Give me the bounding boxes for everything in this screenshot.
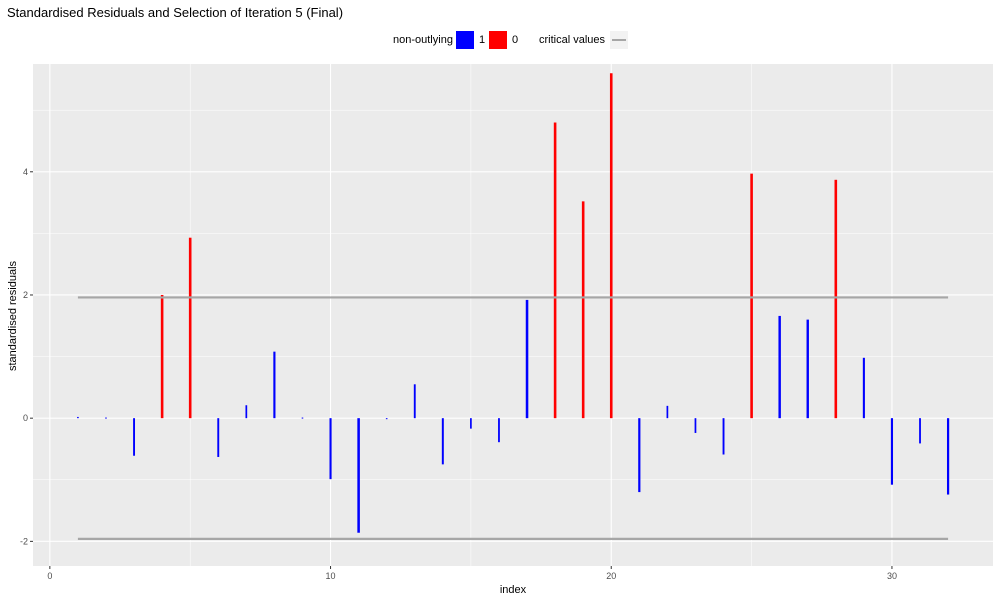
critical-value-lines bbox=[77, 296, 949, 540]
residual-bar bbox=[441, 418, 444, 465]
residual-bar bbox=[750, 173, 753, 419]
residual-bar bbox=[329, 418, 332, 480]
legend-label-critical-values: critical values bbox=[539, 34, 606, 46]
chart-title: Standardised Residuals and Selection of … bbox=[7, 5, 344, 20]
residual-bar bbox=[806, 319, 809, 419]
legend-label-outlying: 0 bbox=[512, 34, 519, 46]
x-axis-title: index bbox=[499, 584, 527, 596]
y-tick-label: -2 bbox=[20, 536, 28, 546]
legend: non-outlying 1 0 critical values bbox=[0, 30, 1000, 52]
residual-bar bbox=[188, 237, 192, 419]
residual-bar bbox=[525, 299, 529, 419]
residual-bar bbox=[638, 418, 641, 493]
residual-bar bbox=[581, 201, 585, 419]
residual-bar bbox=[694, 418, 697, 433]
residual-bar bbox=[498, 418, 500, 443]
legend-key-critical-values bbox=[610, 31, 628, 49]
residual-bar bbox=[273, 351, 276, 419]
residual-bar bbox=[105, 417, 107, 419]
y-tick-label: 2 bbox=[23, 290, 28, 300]
residual-bars bbox=[77, 73, 950, 533]
residual-bar bbox=[77, 416, 79, 419]
residual-bar bbox=[217, 418, 220, 457]
x-tick-label: 20 bbox=[606, 571, 616, 581]
residual-bar bbox=[778, 315, 781, 419]
axes: 0 10 20 30 -2 0 2 4 bbox=[20, 167, 897, 581]
x-tick-label: 0 bbox=[47, 571, 52, 581]
x-tick-label: 10 bbox=[326, 571, 336, 581]
residual-bar bbox=[666, 405, 669, 419]
residual-bar bbox=[834, 179, 838, 419]
residual-bar bbox=[722, 418, 725, 455]
residual-bar bbox=[413, 384, 416, 419]
residual-bar bbox=[553, 122, 557, 419]
residual-bar bbox=[919, 418, 921, 444]
y-tick-label: 4 bbox=[23, 167, 28, 177]
residual-bar bbox=[357, 418, 360, 533]
residual-bar bbox=[385, 418, 388, 420]
legend-label-non-outlying: 1 bbox=[479, 34, 486, 46]
residual-bar bbox=[133, 418, 136, 456]
plot-panel bbox=[33, 64, 993, 566]
residual-bar bbox=[301, 417, 304, 419]
residual-bar bbox=[470, 418, 472, 429]
residual-bar bbox=[160, 294, 164, 419]
y-axis-title: standardised residuals bbox=[7, 260, 19, 372]
residual-bar bbox=[890, 418, 894, 485]
x-tick-label: 30 bbox=[887, 571, 897, 581]
residual-bar bbox=[245, 405, 248, 419]
legend-title: non-outlying bbox=[393, 34, 453, 46]
legend-swatch-outlying bbox=[489, 31, 507, 49]
y-tick-label: 0 bbox=[23, 413, 28, 423]
legend-swatch-non-outlying bbox=[456, 31, 474, 49]
residual-bar bbox=[862, 357, 865, 419]
residual-bar bbox=[609, 73, 613, 419]
residual-bar bbox=[946, 418, 950, 495]
